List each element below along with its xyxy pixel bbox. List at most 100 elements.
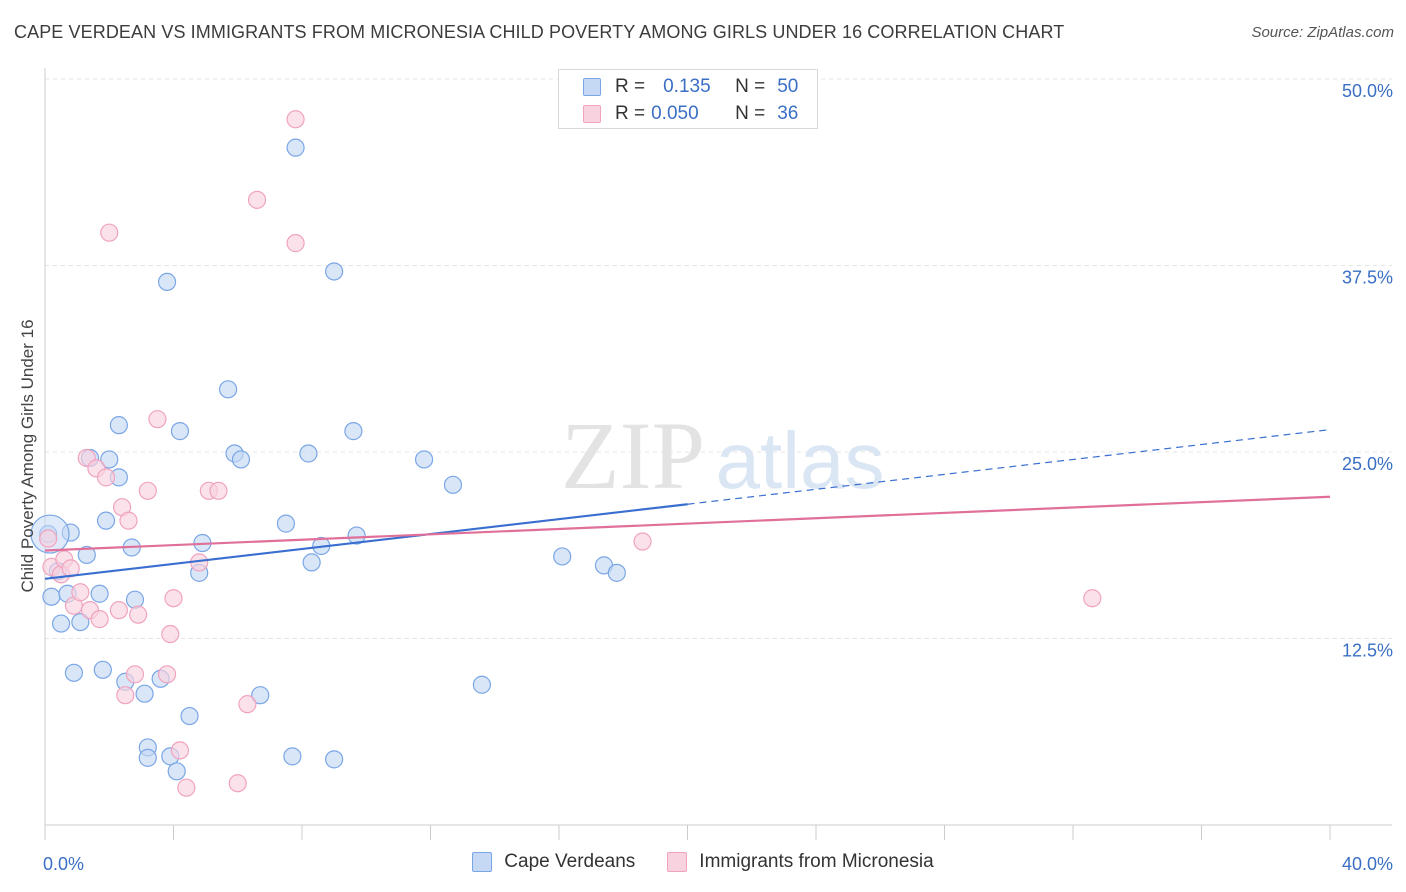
data-point	[157, 665, 177, 684]
y-axis-label: Child Poverty Among Girls Under 16	[18, 319, 37, 593]
series-cape-verdeans	[30, 138, 626, 781]
data-point	[93, 660, 112, 679]
data-point	[71, 612, 90, 632]
legend-n-label: N =	[735, 103, 766, 124]
data-point	[109, 601, 128, 620]
data-point	[286, 234, 305, 253]
data-point	[51, 614, 71, 633]
data-point	[116, 686, 135, 705]
data-point	[64, 663, 84, 682]
series-legend-item-micronesia: Immigrants from Micronesia	[667, 851, 934, 873]
data-point	[138, 748, 157, 767]
legend-n-value: 50	[777, 76, 799, 97]
trend-line-cape-verdeans	[44, 503, 688, 580]
data-point	[1083, 589, 1102, 608]
legend-n-value: 36	[777, 103, 799, 124]
data-point	[96, 511, 116, 530]
data-point	[231, 450, 251, 469]
series-legend-item-cape-verdeans: Cape Verdeans	[472, 851, 635, 873]
data-point	[129, 605, 148, 624]
legend-row-micronesia: R = 0.050 N = 36	[583, 102, 798, 126]
data-point	[302, 553, 321, 572]
legend-r-value: 0.050	[651, 103, 699, 124]
data-point	[247, 190, 267, 209]
data-point	[157, 272, 177, 292]
data-point	[251, 686, 270, 705]
legend-r-label: R =	[615, 76, 646, 97]
data-point	[325, 750, 344, 769]
data-point	[100, 450, 119, 469]
data-point	[90, 584, 109, 603]
x-tick-label: 40.0%	[1342, 854, 1393, 874]
data-point	[148, 410, 167, 429]
data-point	[633, 532, 652, 551]
data-point	[100, 223, 119, 242]
data-point	[209, 481, 228, 500]
data-point	[344, 422, 363, 441]
watermark-zip: ZIP	[561, 402, 705, 509]
data-point	[125, 590, 145, 609]
series-immigrants-micronesia	[39, 110, 1102, 797]
watermark-atlas: atlas	[716, 416, 885, 505]
data-point	[77, 545, 96, 565]
correlation-legend: R = 0.135 N = 50 R = 0.050 N = 36	[558, 69, 818, 129]
data-point	[238, 695, 257, 714]
data-point	[607, 563, 626, 582]
data-point	[286, 110, 305, 129]
y-tick-label: 50.0%	[1342, 81, 1393, 101]
axes	[44, 68, 1392, 840]
data-point	[219, 380, 238, 399]
series-legend: Cape Verdeans Immigrants from Micronesia	[0, 851, 1406, 873]
y-tick-label: 12.5%	[1342, 641, 1393, 661]
data-point	[283, 747, 302, 766]
series-swatch-blue	[472, 852, 493, 872]
data-point	[135, 684, 154, 703]
legend-swatch-pink	[583, 105, 601, 123]
trend-line-micronesia	[44, 495, 1331, 552]
data-point	[109, 416, 128, 435]
data-point	[125, 665, 145, 684]
trend-lines	[44, 429, 1331, 580]
data-point	[177, 778, 196, 797]
legend-swatch-blue	[583, 78, 601, 96]
data-point	[443, 475, 463, 494]
tick-labels: 12.5% 25.0% 37.5% 50.0% 0.0% 40.0%	[43, 81, 1393, 874]
data-point	[39, 529, 58, 548]
legend-r-value: 0.135	[663, 76, 711, 97]
series-swatch-pink	[667, 852, 688, 872]
data-point	[299, 444, 318, 463]
data-point	[42, 587, 61, 606]
chart-title: CAPE VERDEAN VS IMMIGRANTS FROM MICRONES…	[14, 22, 1065, 42]
legend-n-label: N =	[735, 76, 766, 97]
data-point	[161, 624, 180, 644]
series-legend-label: Cape Verdeans	[504, 851, 636, 872]
data-point	[119, 511, 138, 530]
data-point	[170, 741, 190, 760]
y-tick-label: 37.5%	[1342, 268, 1393, 288]
y-tick-label: 25.0%	[1342, 454, 1393, 474]
data-point	[228, 774, 247, 793]
series-legend-label: Immigrants from Micronesia	[699, 851, 934, 872]
data-point	[170, 422, 190, 441]
legend-r-label: R =	[615, 103, 646, 124]
x-tick-label: 0.0%	[43, 854, 84, 874]
data-point	[472, 675, 491, 694]
data-point	[164, 589, 183, 608]
gridlines	[45, 78, 1392, 639]
source-label: Source: ZipAtlas.com	[1251, 24, 1394, 41]
legend-row-cape-verdeans: R = 0.135 N = 50	[583, 75, 798, 99]
data-point	[325, 262, 344, 281]
data-point	[414, 450, 434, 469]
data-point	[347, 526, 366, 545]
data-point	[167, 762, 186, 781]
data-point	[96, 468, 116, 487]
watermark: ZIP atlas	[561, 402, 884, 509]
data-point	[180, 706, 199, 726]
data-point	[553, 547, 572, 566]
data-point	[286, 138, 305, 157]
data-point	[276, 514, 296, 533]
data-point	[138, 481, 157, 500]
data-point	[71, 583, 90, 602]
data-point	[90, 610, 109, 629]
